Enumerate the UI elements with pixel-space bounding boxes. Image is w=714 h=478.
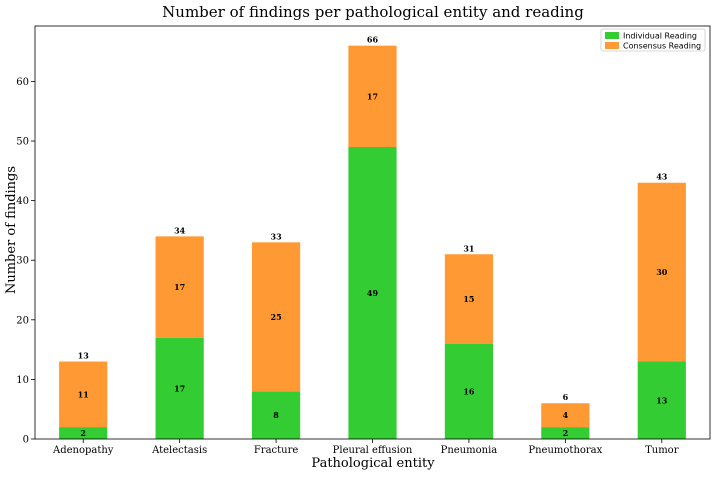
data-label-individual-5: 2 bbox=[563, 428, 569, 438]
x-tick-label-4: Pneumonia bbox=[441, 445, 498, 456]
y-tick-label-1: 10 bbox=[16, 375, 29, 386]
data-label-consensus-6: 30 bbox=[656, 267, 668, 277]
y-tick-label-4: 40 bbox=[16, 196, 29, 207]
legend-label-consensus: Consensus Reading bbox=[623, 42, 701, 51]
chart-title: Number of findings per pathological enti… bbox=[162, 3, 584, 21]
bar-individual-3 bbox=[348, 146, 397, 439]
y-tick-label-5: 50 bbox=[16, 137, 29, 148]
bar-individual-4 bbox=[444, 343, 494, 439]
x-tick-label-3: Pleural effusion bbox=[333, 445, 413, 456]
legend-box bbox=[600, 28, 706, 52]
y-tick-label-0: 0 bbox=[23, 435, 29, 446]
total-label-1: 34 bbox=[174, 225, 186, 235]
bar-individual-1 bbox=[155, 337, 204, 439]
bar-individual-0 bbox=[59, 427, 108, 439]
total-label-6: 43 bbox=[656, 172, 668, 182]
axes-layer: Adenopathy Atelectasis Fracture Pleural eff… bbox=[16, 25, 711, 456]
bar-consensus-2 bbox=[251, 242, 301, 392]
x-axis-label: Pathological entity bbox=[311, 456, 435, 471]
data-label-consensus-5: 4 bbox=[563, 410, 569, 420]
legend-label-individual: Individual Reading bbox=[623, 32, 697, 41]
x-tick-label-1: Atelectasis bbox=[151, 445, 207, 456]
data-label-consensus-4: 15 bbox=[463, 294, 474, 304]
plot-frame bbox=[34, 25, 711, 440]
data-labels-layer: 2 11 13 17 17 34 8 25 33 49 17 66 16 15 31 2 4 6 13 30 43 bbox=[78, 35, 668, 438]
data-label-consensus-0: 11 bbox=[78, 389, 89, 399]
bar-individual-6 bbox=[637, 361, 686, 439]
bar-individual-2 bbox=[251, 391, 301, 439]
bar-individual-5 bbox=[541, 427, 590, 439]
data-label-individual-0: 2 bbox=[80, 428, 86, 438]
bar-consensus-1 bbox=[155, 236, 204, 338]
bar-consensus-0 bbox=[59, 361, 108, 428]
x-tick-label-6: Tumor bbox=[645, 445, 679, 456]
total-label-2: 33 bbox=[271, 231, 283, 241]
x-tick-label-5: Pneumothorax bbox=[528, 445, 602, 456]
data-label-individual-1: 17 bbox=[174, 383, 185, 393]
bar-consensus-5 bbox=[541, 403, 590, 428]
legend-swatch-individual bbox=[605, 32, 619, 39]
data-label-individual-3: 49 bbox=[367, 288, 379, 298]
x-tick-label-2: Fracture bbox=[254, 445, 299, 456]
total-label-3: 66 bbox=[367, 35, 379, 45]
bar-consensus-3 bbox=[348, 45, 397, 147]
data-label-individual-2: 8 bbox=[273, 410, 279, 420]
total-label-4: 31 bbox=[463, 243, 474, 253]
total-label-0: 13 bbox=[78, 351, 90, 361]
y-tick-label-3: 30 bbox=[16, 256, 29, 267]
y-tick-label-2: 20 bbox=[16, 315, 29, 326]
bars-layer bbox=[59, 45, 686, 439]
data-label-consensus-2: 25 bbox=[271, 312, 282, 322]
data-label-individual-6: 13 bbox=[656, 395, 668, 405]
data-label-consensus-3: 17 bbox=[367, 91, 378, 101]
y-axis-label: Number of findings bbox=[4, 166, 19, 294]
bar-consensus-6 bbox=[637, 182, 686, 362]
legend-swatch-consensus bbox=[605, 42, 619, 49]
y-tick-label-6: 60 bbox=[16, 77, 29, 88]
data-label-consensus-1: 17 bbox=[174, 282, 185, 292]
total-label-5: 6 bbox=[563, 392, 569, 402]
x-tick-label-0: Adenopathy bbox=[52, 445, 114, 456]
bar-consensus-4 bbox=[444, 254, 494, 344]
data-label-individual-4: 16 bbox=[463, 386, 475, 396]
